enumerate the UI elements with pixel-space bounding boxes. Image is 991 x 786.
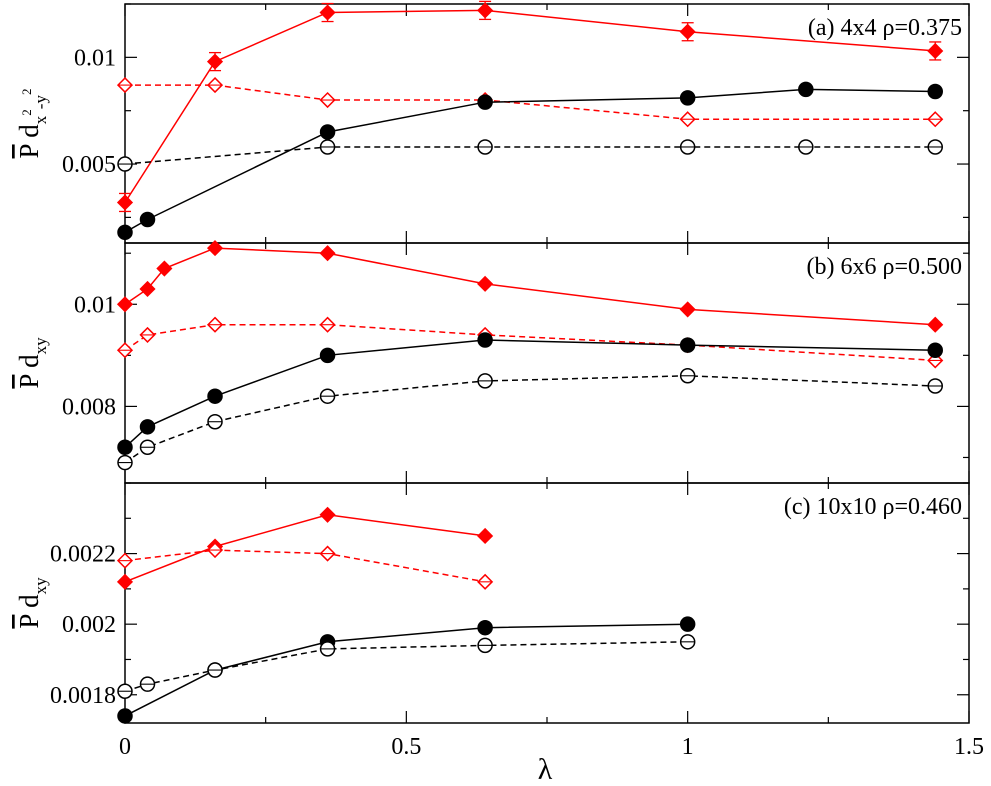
y-axis-title-part: d — [14, 594, 44, 615]
data-point-diamond — [319, 245, 336, 262]
y-tick-label: 0.0022 — [50, 542, 116, 568]
y-axis-title-part: 2 — [19, 89, 34, 96]
series-line-4 — [124, 146, 936, 165]
data-point-diamond — [206, 53, 224, 70]
data-point-circle — [139, 211, 156, 228]
x-tick-label: 1.5 — [954, 734, 984, 760]
y-axis-title-part: d — [14, 124, 44, 145]
y-axis-title-part: xy — [31, 337, 50, 355]
data-point-diamond — [927, 316, 944, 333]
series-line-2 — [125, 84, 936, 120]
y-axis-title-part: 2 — [19, 109, 34, 116]
y-tick-label: 0.01 — [74, 45, 116, 71]
data-point-diamond — [116, 573, 134, 590]
data-point-diamond — [116, 296, 134, 313]
y-axis-title-part: P — [14, 615, 44, 629]
data-point-circle — [207, 388, 223, 404]
panel-title: (c) 10x10 ρ=0.460 — [784, 494, 962, 520]
series-line-1 — [124, 514, 486, 583]
y-axis-title: P dxy — [14, 337, 50, 389]
panel-title: (b) 6x6 ρ=0.500 — [807, 254, 963, 280]
data-point-diamond — [319, 4, 336, 21]
data-point-diamond — [319, 506, 336, 523]
y-tick-label: 0.01 — [74, 292, 116, 318]
data-point-diamond — [477, 275, 494, 292]
x-tick-label: 1 — [682, 734, 694, 760]
y-axis-title-part: -y — [31, 95, 50, 110]
y-axis-title-part: x — [31, 115, 50, 124]
data-point-circle — [319, 124, 336, 140]
data-point-circle — [798, 81, 814, 98]
series-line-4 — [124, 375, 936, 464]
x-tick-label: 0.5 — [391, 734, 421, 760]
data-point-circle — [117, 439, 133, 456]
series-line-2 — [124, 323, 936, 362]
y-tick-label: 0.008 — [62, 394, 116, 420]
data-point-circle — [679, 337, 696, 353]
data-point-diamond — [477, 527, 494, 545]
y-axis-title: P dxy — [14, 577, 50, 629]
data-point-circle — [139, 419, 156, 435]
series-line-3 — [124, 339, 936, 448]
x-axis-title: λ — [538, 753, 553, 786]
y-axis-title-part: d — [14, 354, 44, 375]
panel-b: 0.008 0.01 (b) 6x6 ρ=0.500 P dxy — [14, 240, 970, 484]
data-point-diamond — [927, 42, 944, 60]
data-point-circle — [477, 332, 493, 348]
y-axis-title-part: P — [14, 144, 44, 158]
data-point-circle — [477, 94, 493, 110]
data-point-circle — [927, 83, 943, 100]
data-point-circle — [319, 347, 336, 364]
y-tick-label: 0.005 — [62, 152, 116, 178]
series-line-3 — [124, 88, 936, 233]
data-point-diamond — [156, 260, 173, 277]
y-axis-title-part: xy — [31, 577, 50, 595]
data-point-circle — [679, 616, 696, 632]
data-point-diamond — [139, 280, 156, 298]
y-tick-label: 0.0018 — [50, 683, 116, 709]
panel-c: 0.0018 0.002 0.0022 (c) 10x10 ρ=0.460 P dxy — [14, 482, 970, 724]
data-point-diamond — [679, 23, 696, 40]
data-point-diamond — [206, 240, 224, 257]
data-point-circle — [927, 342, 943, 358]
data-point-diamond — [679, 301, 696, 318]
data-point-diamond — [477, 2, 494, 19]
data-point-circle — [117, 224, 133, 241]
x-tick-label: 0 — [119, 734, 131, 760]
y-tick-label: 0.002 — [62, 612, 116, 638]
y-axis-title-part: P — [14, 375, 44, 389]
series-line-2 — [124, 549, 486, 583]
data-point-circle — [477, 619, 493, 636]
panel-title: (a) 4x4 ρ=0.375 — [808, 15, 962, 41]
data-point-circle — [117, 708, 133, 724]
data-point-diamond — [116, 194, 134, 211]
y-axis-title: P dx2-y2 — [14, 89, 50, 159]
data-point-circle — [679, 90, 696, 106]
